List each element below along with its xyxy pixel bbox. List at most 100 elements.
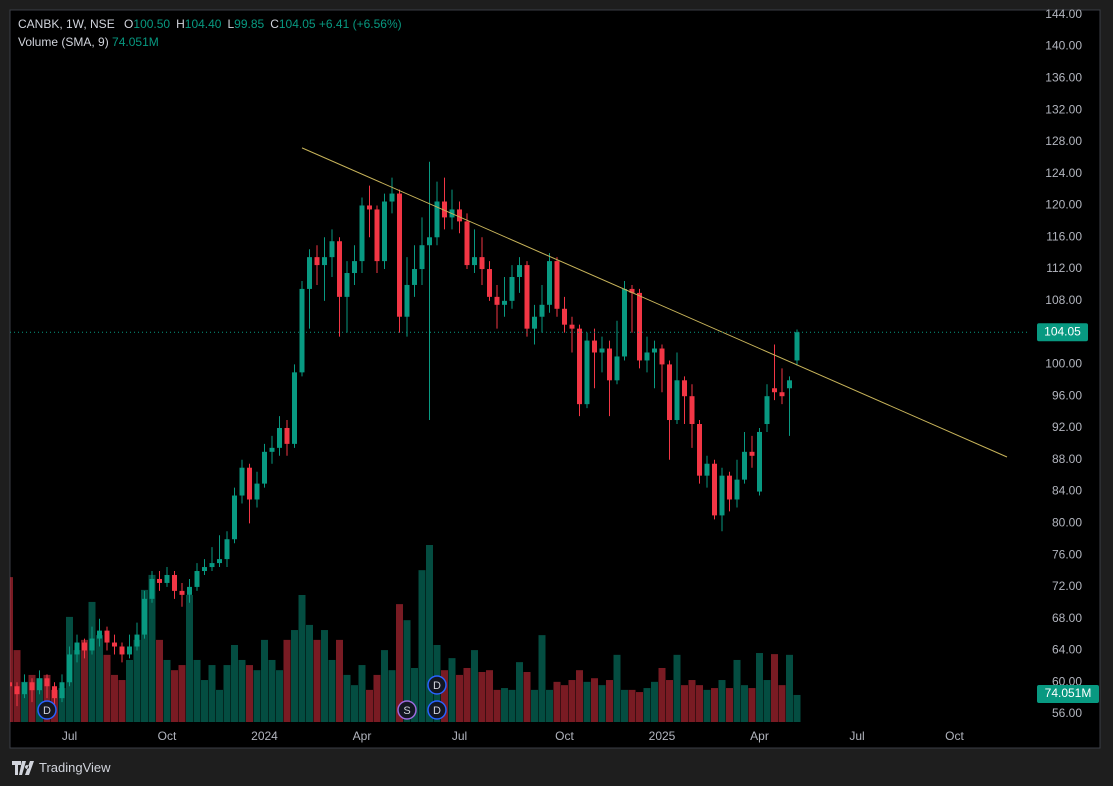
volume-bar: [673, 654, 681, 722]
chart-pane: [9, 9, 1101, 749]
volume-bar: [591, 678, 598, 722]
candle-body: [524, 265, 530, 329]
candle-body: [127, 646, 132, 655]
candle-body: [577, 328, 582, 405]
volume-bar: [793, 694, 801, 722]
candle-body: [727, 475, 732, 500]
event-marker: [427, 700, 447, 720]
y-tick-label: 108.00: [1045, 293, 1082, 307]
volume-bar: [111, 674, 118, 722]
candle-body: [389, 193, 395, 202]
candle-body: [689, 396, 695, 425]
y-tick-label: 144.00: [1045, 7, 1082, 21]
candle-body: [584, 340, 590, 405]
ohlc-value: 104.40: [184, 17, 222, 31]
ohlc-key: H: [176, 17, 185, 31]
volume-bar: [553, 681, 561, 722]
y-tick-label: 140.00: [1045, 39, 1082, 53]
candle-body: [22, 682, 27, 695]
candle-body: [89, 638, 95, 651]
volume-bar: [58, 688, 66, 722]
candle-body: [172, 574, 177, 591]
volume-bar: [126, 659, 133, 722]
x-tick-label: Oct: [555, 729, 574, 743]
volume-bar: [688, 680, 696, 722]
volume-bar: [268, 659, 276, 722]
candle-body: [517, 265, 522, 277]
volume-bar: [298, 594, 306, 722]
candle-body: [344, 273, 350, 297]
volume-bar: [73, 650, 81, 722]
candle-body: [329, 241, 335, 258]
candle-body: [749, 451, 755, 456]
event-label: D: [433, 705, 441, 717]
volume-bar: [193, 659, 201, 722]
x-tick-label: 2024: [251, 729, 278, 743]
volume-bar: [478, 672, 486, 722]
trendline: [301, 147, 1008, 458]
event-label: S: [403, 705, 410, 717]
brand[interactable]: TradingView: [12, 760, 111, 775]
x-tick-label: Jul: [452, 729, 467, 743]
candle-body: [217, 559, 222, 564]
volume-bar: [178, 665, 186, 722]
volume-bar: [643, 688, 651, 722]
y-tick-label: 64.00: [1052, 643, 1082, 657]
candle-body: [112, 642, 117, 647]
volume-bar: [538, 635, 546, 722]
candle-body: [164, 574, 170, 583]
volume-bar: [583, 681, 591, 722]
x-tick-label: Jul: [849, 729, 864, 743]
candle-body: [472, 257, 477, 266]
volume-title: Volume (SMA, 9): [18, 35, 109, 49]
candle-body: [554, 261, 560, 309]
volume-bar: [156, 639, 163, 722]
candle-body: [239, 467, 245, 496]
candle-body: [697, 424, 702, 476]
volume-bar: [531, 689, 538, 722]
volume-bar: [658, 667, 666, 722]
x-tick-label: 2025: [649, 729, 676, 743]
y-tick-label: 92.00: [1052, 420, 1082, 434]
symbol: CANBK, 1W, NSE: [18, 17, 115, 31]
price-tag-label: 104.05: [1044, 324, 1081, 338]
candle-body: [149, 578, 155, 599]
y-tick-label: 132.00: [1045, 102, 1082, 116]
candle-body: [427, 237, 432, 246]
volume-bar: [336, 639, 343, 722]
candle-body: [674, 380, 680, 421]
volume-bar: [201, 680, 208, 722]
x-tick-label: Jul: [62, 729, 77, 743]
volume-bar: [358, 665, 366, 722]
y-tick-label: 96.00: [1052, 388, 1082, 402]
y-tick-label: 72.00: [1052, 579, 1082, 593]
volume-value: 74.051M: [112, 35, 159, 49]
candle-body: [292, 372, 297, 444]
legend-ohlc: CANBK, 1W, NSE O100.50 H104.40 L99.85 C104.…: [18, 17, 402, 31]
volume-bar: [396, 604, 403, 722]
ohlc-value: 99.85: [234, 17, 265, 31]
candle-body: [682, 380, 687, 397]
y-tick-label: 68.00: [1052, 611, 1082, 625]
volume-bar: [508, 689, 516, 722]
candle-body: [397, 193, 402, 317]
volume-bar: [741, 685, 748, 722]
candle-body: [179, 590, 185, 595]
ohlc-value: 100.50: [133, 17, 171, 31]
candle-body: [652, 348, 657, 353]
volume-bar: [96, 635, 103, 722]
candle-body: [359, 205, 365, 262]
candle-body: [509, 277, 515, 301]
candle-body: [757, 431, 762, 492]
y-tick-label: 112.00: [1046, 261, 1082, 275]
candle-body: [232, 495, 237, 540]
y-tick-label: 84.00: [1052, 484, 1082, 498]
candle-body: [337, 241, 342, 297]
volume-bar: [10, 577, 13, 722]
candle-body: [479, 257, 485, 270]
candle-body: [487, 269, 492, 297]
ohlc-key: O: [124, 17, 134, 31]
candle-body: [412, 269, 417, 285]
volume-bar: [171, 670, 178, 722]
candle-body: [539, 304, 545, 317]
